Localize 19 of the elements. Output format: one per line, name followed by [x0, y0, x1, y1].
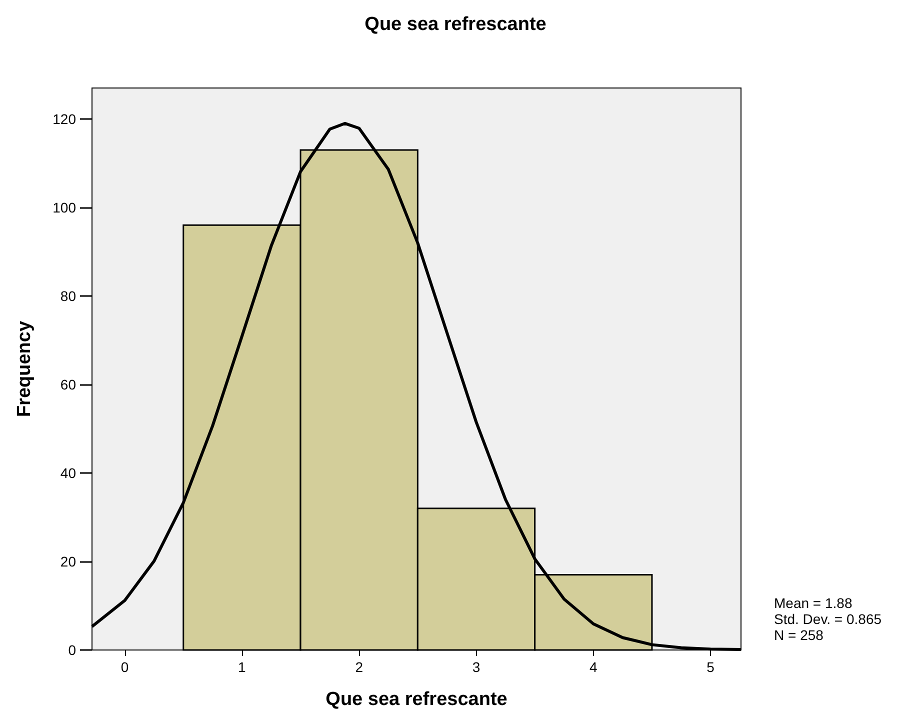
- y-tick-label: 40: [60, 464, 76, 481]
- y-axis-title: Frequency: [14, 320, 35, 418]
- y-tick-label: 120: [52, 110, 76, 127]
- text: N = 258: [774, 627, 824, 643]
- x-axis-title: Que sea refrescante: [326, 689, 508, 710]
- chart-title: Que sea refrescante: [364, 14, 546, 35]
- y-tick-label: 80: [60, 288, 76, 304]
- text: Mean = 1.88: [774, 595, 852, 611]
- x-tick-label: 5: [706, 659, 715, 675]
- x-tick-label: 2: [355, 659, 364, 675]
- y-tick-label: 60: [60, 376, 76, 392]
- x-tick-label: 0: [120, 659, 129, 675]
- y-tick-label: 100: [52, 199, 76, 216]
- x-tick-label: 3: [472, 659, 480, 675]
- y-tick-label: 0: [68, 642, 76, 658]
- text: Std. Dev. = 0.865: [774, 611, 882, 627]
- y-tick-label: 20: [60, 553, 76, 570]
- x-tick-label: 4: [589, 659, 598, 675]
- x-tick-label: 1: [238, 659, 246, 675]
